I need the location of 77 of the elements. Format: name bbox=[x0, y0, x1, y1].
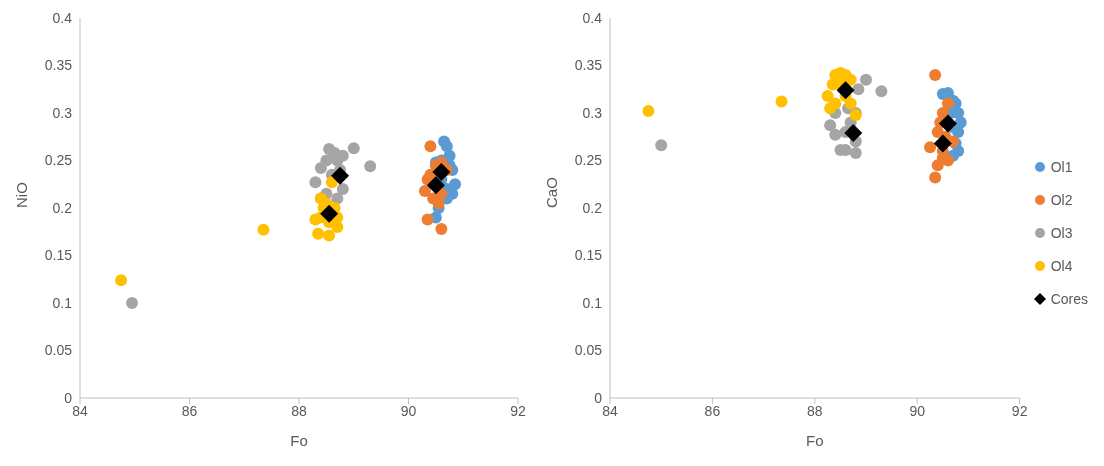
y-tick-label: 0.05 bbox=[44, 342, 73, 359]
point bbox=[418, 184, 431, 197]
point bbox=[435, 222, 448, 235]
point bbox=[829, 97, 842, 110]
x-tick-label: 88 bbox=[807, 402, 823, 419]
point bbox=[860, 73, 873, 86]
point bbox=[875, 85, 888, 98]
point bbox=[844, 97, 857, 110]
x-tick-label: 90 bbox=[909, 402, 926, 419]
y-tick-label: 0.4 bbox=[582, 9, 603, 26]
point bbox=[933, 134, 952, 153]
point bbox=[424, 140, 437, 153]
point bbox=[312, 227, 325, 240]
point bbox=[941, 97, 954, 110]
y-tick-label: 0.15 bbox=[574, 247, 603, 264]
x-tick-label: 86 bbox=[181, 402, 198, 419]
point bbox=[829, 128, 842, 141]
x-tick-label: 84 bbox=[72, 402, 88, 419]
point bbox=[655, 139, 668, 152]
point bbox=[929, 171, 942, 184]
y-tick-label: 0.05 bbox=[574, 342, 603, 359]
point bbox=[347, 142, 360, 155]
point bbox=[824, 119, 837, 132]
x-tick-label: 88 bbox=[291, 402, 307, 419]
y-tick-label: 0.25 bbox=[44, 152, 73, 169]
point bbox=[775, 95, 788, 108]
point bbox=[320, 154, 333, 167]
point bbox=[929, 69, 942, 81]
point bbox=[432, 162, 451, 181]
point bbox=[336, 183, 349, 195]
legend-label: Ol3 bbox=[1050, 225, 1073, 241]
point bbox=[924, 141, 937, 154]
point bbox=[331, 166, 350, 185]
y-tick-label: 0.3 bbox=[582, 104, 603, 121]
point bbox=[126, 297, 139, 309]
point bbox=[938, 114, 957, 133]
x-tick-label: 90 bbox=[400, 402, 417, 419]
y-tick-label: 0.35 bbox=[574, 57, 603, 74]
x-axis-title: Fo bbox=[290, 432, 308, 449]
legend-label: Ol4 bbox=[1050, 258, 1073, 274]
point bbox=[426, 176, 445, 195]
y-tick-label: 0.1 bbox=[52, 294, 73, 311]
y-tick-label: 0.35 bbox=[44, 57, 73, 74]
y-tick-label: 0 bbox=[64, 389, 73, 406]
x-axis-title: Fo bbox=[806, 432, 824, 449]
legend-label: Cores bbox=[1050, 291, 1088, 307]
x-tick-label: 84 bbox=[602, 402, 618, 419]
y-tick-label: 0.2 bbox=[52, 199, 73, 216]
y-tick-label: 0 bbox=[594, 389, 603, 406]
y-tick-label: 0.2 bbox=[582, 199, 603, 216]
point bbox=[844, 73, 857, 86]
point bbox=[836, 81, 855, 100]
point bbox=[821, 89, 834, 102]
y-tick-label: 0.15 bbox=[44, 247, 73, 264]
y-tick-label: 0.4 bbox=[52, 9, 73, 26]
legend-label: Ol2 bbox=[1050, 192, 1073, 208]
point bbox=[309, 176, 322, 189]
x-tick-label: 92 bbox=[1011, 402, 1028, 419]
y-tick-label: 0.25 bbox=[574, 152, 603, 169]
point bbox=[421, 213, 434, 226]
y-axis-title: NiO bbox=[13, 182, 31, 208]
x-tick-label: 92 bbox=[510, 402, 526, 419]
x-tick-label: 86 bbox=[704, 402, 721, 419]
point bbox=[440, 140, 453, 153]
point bbox=[257, 223, 270, 236]
point bbox=[642, 105, 655, 118]
point bbox=[852, 83, 865, 96]
y-axis-title: CaO bbox=[543, 177, 561, 208]
y-tick-label: 0.3 bbox=[52, 104, 73, 121]
point bbox=[364, 160, 377, 173]
point bbox=[320, 204, 339, 223]
point bbox=[115, 274, 128, 287]
point bbox=[849, 146, 862, 159]
point bbox=[844, 123, 863, 142]
y-tick-label: 0.1 bbox=[582, 294, 603, 311]
legend-label: Ol1 bbox=[1050, 159, 1073, 175]
point bbox=[323, 229, 336, 242]
